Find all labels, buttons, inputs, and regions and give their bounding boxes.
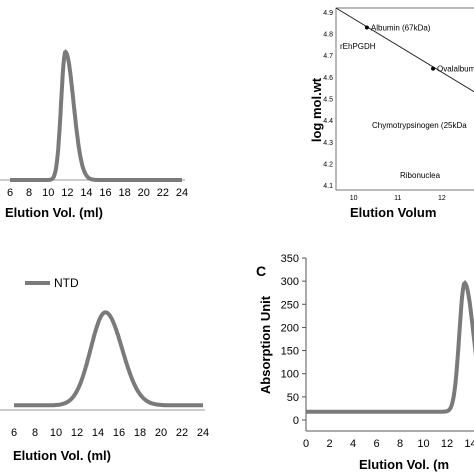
x-tick-label: 20 [138, 187, 150, 199]
x-axis-title: Elution Volum [350, 205, 436, 220]
x-tick-label: 16 [99, 187, 111, 199]
y-tick-label: 4.1 [323, 183, 333, 190]
series-line [14, 310, 203, 408]
y-ticks: 0 50 100 150 200 250 300 350 [281, 253, 306, 427]
x-tick-label: 14 [80, 187, 92, 199]
x-tick-label: 24 [176, 187, 188, 199]
chart-bottom-left: 6 8 10 12 14 16 18 20 22 24 NTD Elution Vol. (ml) [0, 276, 209, 463]
plot-frame [335, 7, 474, 191]
x-tick-label: 10 [350, 195, 358, 202]
x-tick-label: 14 [464, 438, 474, 450]
x-tick-label: 6 [373, 438, 379, 450]
y-tick-label: 150 [281, 346, 299, 358]
data-points: Albumin (67kDa) Ovalalbumin [364, 24, 474, 74]
y-tick-label: 4.3 [323, 140, 333, 147]
y-tick-label: 4.8 [323, 32, 333, 39]
point-label: Albumin (67kDa) [371, 24, 431, 33]
series-line [10, 49, 182, 182]
data-point [431, 66, 436, 71]
x-tick-label: 12 [61, 187, 73, 199]
x-tick-label: 6 [11, 427, 17, 439]
x-tick-label: 12 [441, 438, 453, 450]
x-tick-label: 12 [71, 427, 83, 439]
y-tick-label: 100 [281, 369, 299, 381]
series-line [306, 279, 474, 414]
data-point [364, 25, 369, 30]
panel-label: C [256, 263, 266, 279]
x-tick-label: 24 [197, 427, 209, 439]
y-tick-label: 4.7 [323, 53, 333, 60]
y-tick-label: 0 [293, 415, 299, 427]
fit-line [335, 7, 474, 93]
y-ticks: 4.1 4.2 4.3 4.4 4.5 4.6 4.7 4.8 4.9 [323, 10, 333, 190]
x-tick-label: 11 [394, 195, 401, 202]
annotation-chymotrypsinogen: Chymotrypsinogen (25kDa [372, 121, 467, 130]
y-tick-label: 300 [281, 276, 299, 288]
annotation-rehpgdh: rEhPGDH [340, 42, 376, 51]
x-tick-label: 18 [134, 427, 146, 439]
x-tick-label: 10 [42, 187, 54, 199]
x-tick-label: 0 [303, 438, 309, 450]
y-tick-label: 4.9 [323, 10, 333, 17]
x-tick-label: 8 [32, 427, 38, 439]
x-tick-label: 22 [157, 187, 169, 199]
x-ticks: 0246810121416 [303, 438, 474, 450]
y-axis-title: log mol.wt [309, 77, 324, 142]
x-axis-title: Elution Vol. (ml) [5, 205, 103, 220]
x-ticks: 6 8 10 12 14 16 18 20 22 24 [11, 427, 209, 439]
x-tick-label: 10 [50, 427, 62, 439]
x-tick-label: 10 [417, 438, 429, 450]
y-tick-label: 4.4 [323, 118, 333, 125]
x-ticks: 6 8 10 12 14 16 18 20 22 24 [7, 187, 188, 199]
annotation-ribonuclease: Ribonuclea [400, 171, 441, 180]
x-tick-label: 20 [155, 427, 167, 439]
y-tick-label: 50 [287, 392, 299, 404]
y-tick-label: 200 [281, 322, 299, 334]
y-axis-title: Absorption Unit [258, 295, 273, 394]
y-tick-label: 4.5 [323, 97, 333, 104]
y-tick-label: 4.2 [323, 162, 333, 169]
x-tick-label: 14 [92, 427, 104, 439]
x-tick-label: 18 [119, 187, 131, 199]
chart-top-left: 6 8 10 12 14 16 18 20 22 24 Elution Vol. (ml) [0, 49, 188, 220]
legend-label: NTD [54, 276, 79, 290]
chart-top-right: 10 11 12 4.1 4.2 4.3 4.4 4.5 4.6 4.7 4.8 4.9 Album… [309, 7, 474, 220]
x-tick-label: 4 [350, 438, 356, 450]
legend: NTD [25, 276, 79, 290]
x-tick-label: 16 [113, 427, 125, 439]
y-tick-label: 250 [281, 299, 299, 311]
x-axis-title: Elution Vol. (m [359, 457, 449, 472]
x-axis-title: Elution Vol. (ml) [13, 448, 111, 463]
point-label: Ovalalbumin [437, 65, 474, 74]
x-tick-label: 8 [397, 438, 403, 450]
x-ticks: 10 11 12 [350, 195, 446, 202]
x-tick-label: 12 [438, 195, 446, 202]
x-tick-label: 22 [176, 427, 188, 439]
y-tick-label: 4.6 [323, 75, 333, 82]
x-tick-label: 6 [7, 187, 13, 199]
x-tick-label: 8 [26, 187, 32, 199]
x-tick-label: 2 [326, 438, 332, 450]
y-tick-label: 350 [281, 253, 299, 265]
